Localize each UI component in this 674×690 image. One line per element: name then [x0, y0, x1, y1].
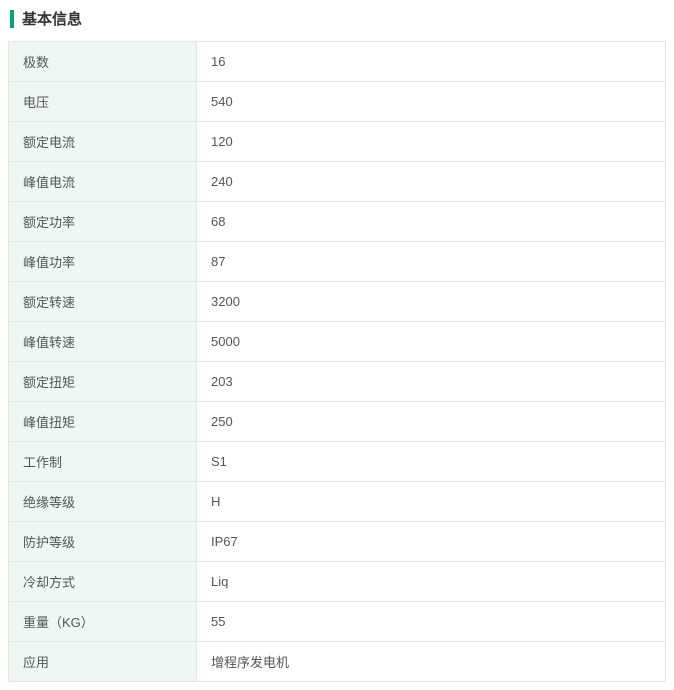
- table-row: 应用增程序发电机: [9, 642, 666, 682]
- spec-label: 峰值电流: [9, 162, 197, 202]
- spec-value: 16: [197, 42, 666, 82]
- table-row: 峰值扭矩250: [9, 402, 666, 442]
- spec-value: S1: [197, 442, 666, 482]
- table-row: 额定电流120: [9, 122, 666, 162]
- table-row: 冷却方式Liq: [9, 562, 666, 602]
- spec-value: 240: [197, 162, 666, 202]
- spec-value: 87: [197, 242, 666, 282]
- table-row: 重量（KG）55: [9, 602, 666, 642]
- table-row: 额定功率68: [9, 202, 666, 242]
- spec-value: 203: [197, 362, 666, 402]
- table-row: 峰值功率87: [9, 242, 666, 282]
- table-row: 峰值电流240: [9, 162, 666, 202]
- spec-label: 额定转速: [9, 282, 197, 322]
- section-title: 基本信息: [22, 8, 82, 29]
- spec-label: 额定电流: [9, 122, 197, 162]
- spec-label: 峰值功率: [9, 242, 197, 282]
- table-row: 额定扭矩203: [9, 362, 666, 402]
- spec-value: 120: [197, 122, 666, 162]
- spec-label: 工作制: [9, 442, 197, 482]
- spec-value: 5000: [197, 322, 666, 362]
- spec-label: 峰值扭矩: [9, 402, 197, 442]
- accent-bar: [10, 10, 14, 28]
- spec-label: 冷却方式: [9, 562, 197, 602]
- spec-table-body: 极数16电压540额定电流120峰值电流240额定功率68峰值功率87额定转速3…: [9, 42, 666, 682]
- table-row: 防护等级IP67: [9, 522, 666, 562]
- spec-value: 55: [197, 602, 666, 642]
- table-row: 额定转速3200: [9, 282, 666, 322]
- table-row: 绝缘等级H: [9, 482, 666, 522]
- spec-value: 68: [197, 202, 666, 242]
- spec-table: 极数16电压540额定电流120峰值电流240额定功率68峰值功率87额定转速3…: [8, 41, 666, 682]
- spec-value: 540: [197, 82, 666, 122]
- spec-value: H: [197, 482, 666, 522]
- spec-label: 电压: [9, 82, 197, 122]
- table-row: 峰值转速5000: [9, 322, 666, 362]
- spec-value: Liq: [197, 562, 666, 602]
- spec-label: 极数: [9, 42, 197, 82]
- spec-value: 250: [197, 402, 666, 442]
- spec-value: 增程序发电机: [197, 642, 666, 682]
- spec-label: 应用: [9, 642, 197, 682]
- spec-label: 重量（KG）: [9, 602, 197, 642]
- section-header: 基本信息: [8, 8, 666, 29]
- spec-label: 额定扭矩: [9, 362, 197, 402]
- table-row: 工作制S1: [9, 442, 666, 482]
- spec-label: 峰值转速: [9, 322, 197, 362]
- table-row: 电压540: [9, 82, 666, 122]
- spec-label: 绝缘等级: [9, 482, 197, 522]
- spec-value: 3200: [197, 282, 666, 322]
- table-row: 极数16: [9, 42, 666, 82]
- spec-label: 防护等级: [9, 522, 197, 562]
- spec-value: IP67: [197, 522, 666, 562]
- spec-label: 额定功率: [9, 202, 197, 242]
